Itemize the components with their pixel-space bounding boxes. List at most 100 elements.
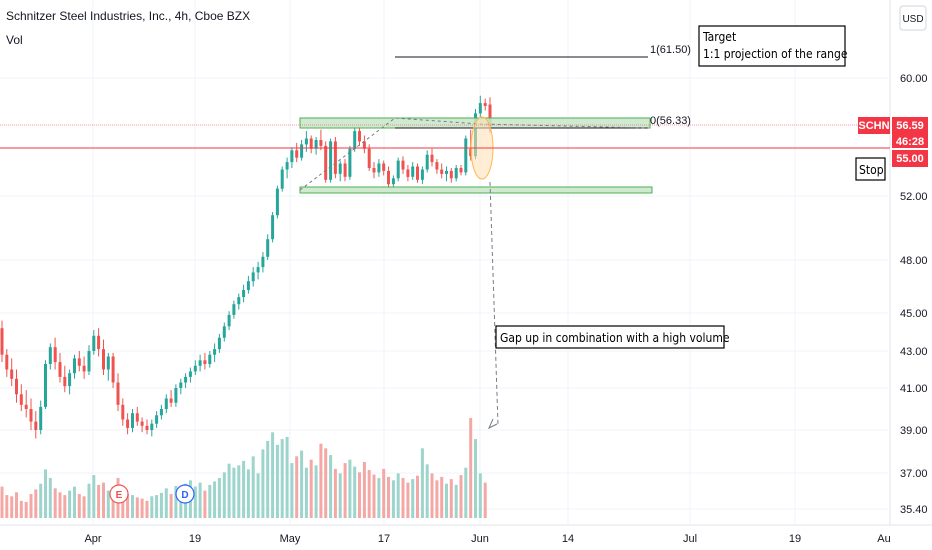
plot-area[interactable]: [0, 0, 890, 525]
stop-annotation[interactable]: Stop: [855, 157, 886, 181]
volume-bar: [396, 473, 400, 518]
y-tick: 45.00: [900, 308, 928, 320]
volume-bar: [34, 489, 38, 518]
volume-bar: [106, 490, 110, 518]
volume-bar: [353, 466, 357, 518]
volume-bar: [102, 482, 105, 518]
volume-bar: [333, 468, 337, 518]
earnings-marker[interactable]: E: [109, 484, 129, 504]
volume-bar: [135, 497, 139, 518]
volume-bar: [435, 480, 439, 518]
candle-body: [58, 362, 62, 377]
candle-body: [290, 150, 294, 163]
volume-bar: [73, 486, 76, 518]
volume-bar: [213, 481, 217, 518]
volume-bar: [358, 472, 361, 518]
candle-body: [159, 409, 163, 416]
volume-bar: [377, 478, 381, 518]
volume-bar: [430, 473, 434, 518]
candle-body: [329, 141, 333, 180]
y-tick: 48.00: [900, 255, 928, 267]
volume-bar: [208, 484, 212, 518]
candle-body: [102, 349, 105, 370]
currency-button-label: USD: [902, 14, 923, 25]
stop-price-value: 55.00: [896, 153, 924, 165]
symbol-badge-label: SCHN: [858, 120, 889, 132]
y-tick: 35.40: [900, 504, 928, 516]
candle-body: [430, 154, 434, 163]
candle-body: [77, 358, 81, 366]
volume-bar: [459, 475, 463, 518]
last-price-value: 56.59: [896, 120, 924, 132]
target-annotation[interactable]: Target 1:1 projection of the range: [698, 25, 848, 67]
volume-bar: [193, 486, 197, 518]
candle-body: [324, 145, 328, 180]
volume-bar: [454, 484, 458, 518]
stop-annotation-text: Stop: [859, 163, 884, 177]
dividend-marker[interactable]: D: [175, 484, 195, 504]
candle-body: [179, 382, 183, 388]
candle-body: [372, 168, 376, 173]
volume-bar: [0, 486, 4, 518]
candle-body: [261, 256, 265, 268]
volume-bar: [179, 489, 183, 518]
candle-body: [348, 148, 352, 177]
volume-bar: [82, 496, 86, 518]
candle-body: [280, 169, 284, 189]
candle-body: [82, 365, 86, 372]
candle-body: [478, 103, 482, 114]
candle-body: [416, 166, 419, 180]
y-tick: 60.00: [900, 73, 928, 85]
volume-bar: [338, 473, 342, 518]
last-price-badge: 56.59 46:28: [892, 117, 928, 148]
volume-bar: [159, 492, 163, 518]
candle-body: [319, 140, 323, 146]
candle-body: [367, 148, 371, 168]
candle-body: [343, 163, 347, 177]
candle-body: [126, 419, 130, 428]
candle-body: [295, 150, 299, 158]
candle-body: [198, 360, 202, 366]
y-tick: 39.00: [900, 425, 928, 437]
candle-body: [445, 170, 448, 174]
candle-body: [285, 162, 289, 170]
candle-body: [488, 104, 492, 129]
volume-bar: [77, 494, 81, 518]
candle-body: [10, 369, 14, 379]
candle-body: [420, 169, 424, 180]
y-tick: 43.00: [900, 346, 928, 358]
volume-bar: [271, 432, 275, 518]
candle-body: [73, 358, 76, 374]
candle-body: [68, 373, 72, 387]
x-axis[interactable]: Apr 19 May 17 Jun 14 Jul 19 Au: [84, 533, 890, 545]
y-axis[interactable]: 60.00 52.00 48.00 45.00 43.00 41.00 39.0…: [900, 73, 928, 516]
range-projection-dashed-line: [299, 117, 649, 191]
candle-body: [169, 398, 173, 403]
volume-bar: [92, 475, 96, 518]
candle-body: [111, 356, 115, 383]
candle-body: [425, 154, 429, 170]
candle-body: [387, 170, 390, 185]
volume-bar: [251, 456, 255, 518]
candle-body: [454, 168, 458, 179]
candle-body: [48, 347, 52, 364]
candle-body: [227, 314, 231, 327]
candle-body: [251, 272, 255, 282]
volume-bar: [39, 483, 43, 518]
candle-body: [213, 349, 217, 355]
currency-button[interactable]: USD: [899, 5, 927, 31]
candle-body: [411, 166, 415, 177]
volume-bar: [290, 463, 294, 518]
volume-bar: [15, 492, 18, 518]
volume-bar: [111, 486, 115, 518]
volume-bar: [420, 448, 424, 518]
candle-body: [382, 163, 386, 171]
candle-body: [440, 169, 444, 174]
gap-annotation[interactable]: Gap up in combination with a high volume: [495, 325, 730, 349]
volume-bar: [131, 495, 134, 518]
range-bottom-zone[interactable]: [299, 186, 653, 194]
candlesticks: [0, 95, 492, 439]
volume-bar: [237, 465, 241, 518]
volume-bar: [217, 478, 221, 518]
